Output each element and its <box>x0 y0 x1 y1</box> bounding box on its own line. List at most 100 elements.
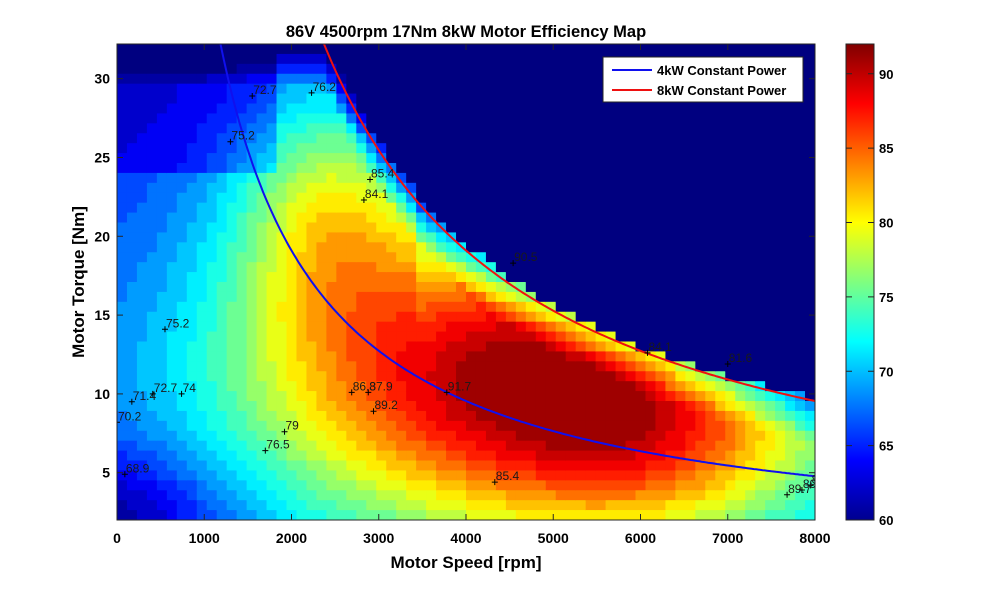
contour-cell <box>795 103 806 115</box>
contour-cell <box>735 430 746 442</box>
contour-cell <box>735 410 746 422</box>
contour-cell <box>685 172 696 184</box>
contour-cell <box>605 351 617 362</box>
contour-cell <box>635 341 647 353</box>
contour-cell <box>485 232 497 243</box>
contour-cell <box>605 410 617 422</box>
contour-cell <box>525 331 537 343</box>
contour-cell <box>665 311 676 323</box>
contour-cell <box>685 212 696 224</box>
contour-cell <box>775 242 786 253</box>
contour-cell <box>206 450 218 462</box>
contour-cell <box>695 301 706 313</box>
contour-cell <box>316 232 327 243</box>
contour-cell <box>775 420 786 432</box>
contour-cell <box>715 172 726 184</box>
contour-cell <box>246 460 258 472</box>
contour-cell <box>376 510 387 520</box>
contour-cell <box>505 341 517 353</box>
contour-cell <box>595 123 607 134</box>
contour-cell <box>555 172 567 184</box>
contour-cell <box>466 252 477 263</box>
contour-cell <box>216 63 228 75</box>
contour-cell <box>146 53 158 65</box>
contour-cell <box>725 252 736 263</box>
contour-cell <box>615 311 627 323</box>
contour-cell <box>216 440 228 452</box>
contour-cell <box>485 153 497 164</box>
contour-cell <box>765 222 776 234</box>
contour-cell <box>775 153 786 164</box>
contour-cell <box>256 371 268 382</box>
contour-cell <box>236 44 248 55</box>
contour-cell <box>515 311 527 323</box>
contour-cell <box>585 351 597 362</box>
contour-cell <box>126 73 138 85</box>
contour-cell <box>146 202 158 214</box>
contour-cell <box>426 222 437 234</box>
contour-cell <box>475 44 487 55</box>
contour-cell <box>515 282 527 293</box>
contour-cell <box>166 103 178 115</box>
contour-cell <box>585 202 597 214</box>
contour-cell <box>376 301 387 313</box>
contour-cell <box>226 490 238 501</box>
contour-cell <box>136 460 148 472</box>
contour-cell <box>306 480 318 491</box>
contour-cell <box>226 202 238 214</box>
contour-cell <box>615 103 627 115</box>
contour-cell <box>585 242 597 253</box>
contour-cell <box>655 321 667 333</box>
contour-cell <box>446 420 457 432</box>
contour-cell <box>725 192 736 204</box>
contour-cell <box>545 123 557 134</box>
contour-cell <box>535 222 547 234</box>
contour-cell <box>356 301 367 313</box>
contour-cell <box>117 222 128 234</box>
contour-cell <box>336 222 347 234</box>
contour-cell <box>535 113 547 124</box>
contour-cell <box>136 420 148 432</box>
contour-cell <box>246 123 258 134</box>
contour-cell <box>416 361 427 372</box>
contour-label-marker <box>443 389 450 396</box>
contour-cell <box>505 103 517 115</box>
contour-cell <box>326 510 337 520</box>
contour-cell <box>256 133 268 144</box>
contour-cell <box>755 282 766 293</box>
contour-cell <box>505 113 517 124</box>
contour-cell <box>456 53 467 65</box>
contour-cell <box>705 430 716 442</box>
contour-cell <box>785 252 796 263</box>
contour-cell <box>525 321 537 333</box>
contour-cell <box>166 172 178 184</box>
contour-label-marker <box>798 487 805 494</box>
contour-cell <box>456 460 467 472</box>
contour-cell <box>386 500 397 511</box>
contour-cell <box>386 222 397 234</box>
contour-cell <box>226 252 238 263</box>
contour-cell <box>755 182 766 194</box>
contour-cell <box>755 252 766 263</box>
contour-cell <box>436 252 447 263</box>
contour-cell <box>615 361 627 372</box>
contour-cell <box>555 212 567 224</box>
contour-cell <box>515 460 527 472</box>
contour-cell <box>416 163 427 174</box>
contour-cell <box>326 410 337 422</box>
contour-cell <box>466 381 477 392</box>
contour-cell <box>256 113 268 124</box>
contour-cell <box>206 460 218 472</box>
contour-cell <box>635 202 647 214</box>
contour-cell <box>635 192 647 204</box>
contour-cell <box>755 301 766 313</box>
contour-cell <box>206 381 218 392</box>
contour-cell <box>525 361 537 372</box>
contour-cell <box>485 430 497 442</box>
contour-cell <box>705 420 716 432</box>
contour-cell <box>426 83 437 95</box>
contour-cell <box>306 321 318 333</box>
contour-cell <box>286 351 298 362</box>
contour-cell <box>605 202 617 214</box>
contour-cell <box>276 420 288 432</box>
